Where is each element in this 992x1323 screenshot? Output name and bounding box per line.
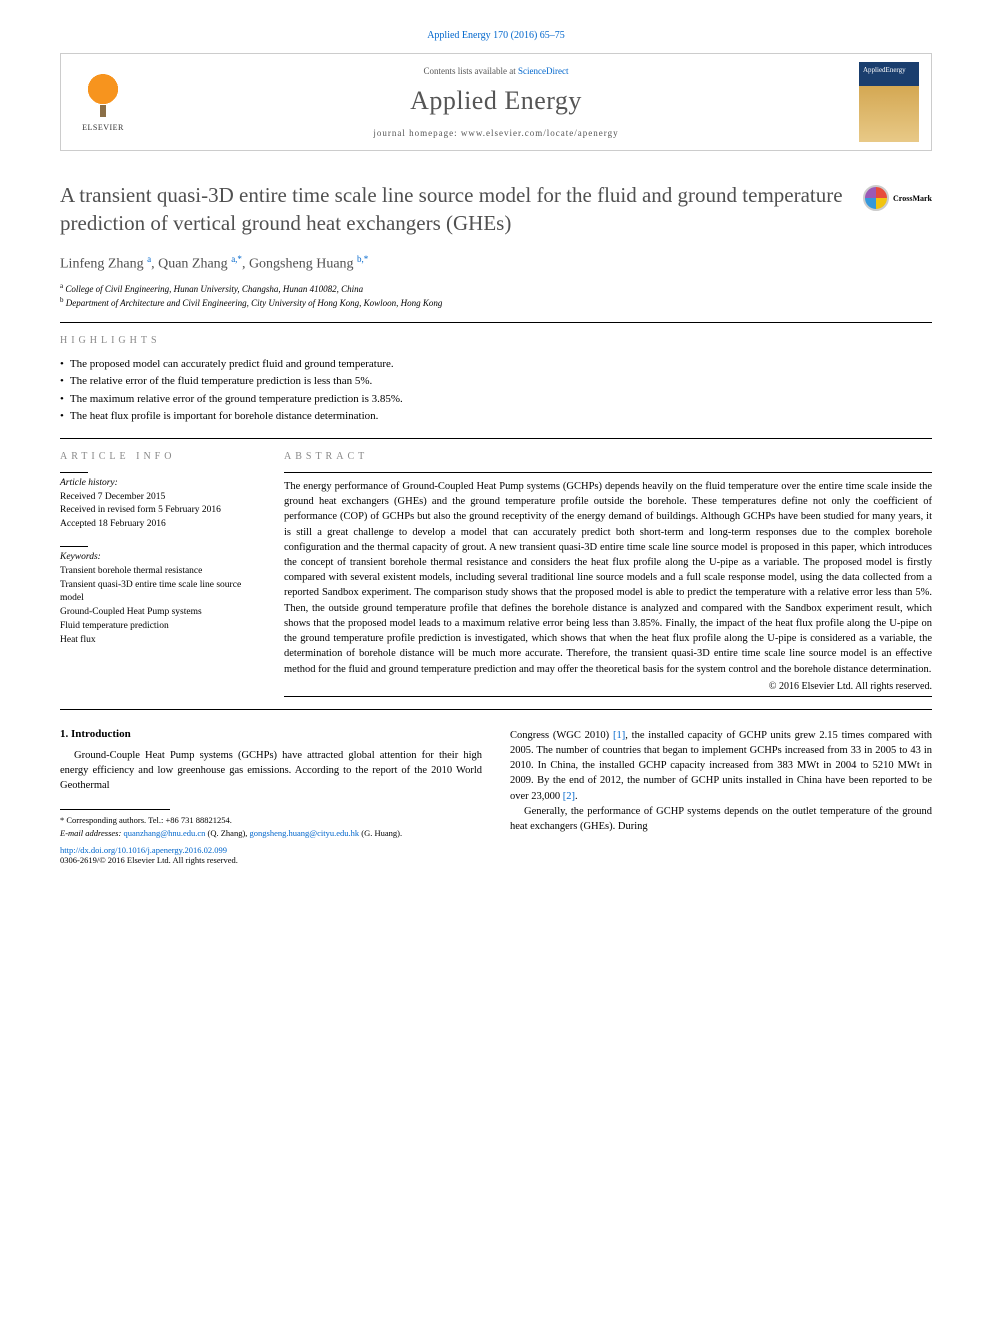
- received-date: Received 7 December 2015: [60, 491, 260, 505]
- elsevier-tree-icon: [80, 73, 126, 119]
- highlights-label: HIGHLIGHTS: [60, 335, 932, 346]
- affiliation-a: a College of Civil Engineering, Hunan Un…: [60, 282, 932, 296]
- keyword: Transient borehole thermal resistance: [60, 565, 260, 579]
- email-link[interactable]: quanzhang@hnu.edu.cn: [123, 828, 205, 838]
- accepted-date: Accepted 18 February 2016: [60, 518, 260, 532]
- crossmark-icon: [863, 185, 889, 211]
- right-column: Congress (WGC 2010) [1], the installed c…: [510, 728, 932, 865]
- article-title: A transient quasi-3D entire time scale l…: [60, 181, 863, 238]
- doi-block: http://dx.doi.org/10.1016/j.apenergy.201…: [60, 845, 482, 865]
- email-label: E-mail addresses:: [60, 828, 121, 838]
- title-row: A transient quasi-3D entire time scale l…: [60, 181, 932, 238]
- email-name: (G. Huang).: [361, 828, 402, 838]
- highlight-item: The relative error of the fluid temperat…: [60, 373, 932, 391]
- citation-link[interactable]: [2]: [563, 791, 575, 802]
- journal-center: Contents lists available at ScienceDirec…: [147, 66, 845, 138]
- highlight-item: The maximum relative error of the ground…: [60, 391, 932, 409]
- left-column: 1. Introduction Ground-Couple Heat Pump …: [60, 728, 482, 865]
- highlight-item: The proposed model can accurately predic…: [60, 356, 932, 374]
- sciencedirect-link[interactable]: ScienceDirect: [518, 66, 568, 76]
- contents-prefix: Contents lists available at: [424, 66, 516, 76]
- keyword: Fluid temperature prediction: [60, 620, 260, 634]
- intro-paragraph: Congress (WGC 2010) [1], the installed c…: [510, 728, 932, 804]
- crossmark-badge[interactable]: CrossMark: [863, 185, 932, 211]
- keyword: Ground-Coupled Heat Pump systems: [60, 606, 260, 620]
- divider: [60, 438, 932, 439]
- cover-title: AppliedEnergy: [863, 66, 906, 74]
- citation-link[interactable]: [1]: [613, 730, 625, 741]
- keyword: Heat flux: [60, 634, 260, 648]
- keywords-block: Keywords: Transient borehole thermal res…: [60, 546, 260, 647]
- issn-copyright: 0306-2619/© 2016 Elsevier Ltd. All right…: [60, 855, 482, 865]
- doi-link[interactable]: http://dx.doi.org/10.1016/j.apenergy.201…: [60, 845, 227, 855]
- abstract-text: The energy performance of Ground-Coupled…: [284, 479, 932, 677]
- body-columns: 1. Introduction Ground-Couple Heat Pump …: [60, 728, 932, 865]
- journal-homepage[interactable]: journal homepage: www.elsevier.com/locat…: [147, 128, 845, 138]
- abstract-copyright: © 2016 Elsevier Ltd. All rights reserved…: [284, 681, 932, 692]
- affiliation-b: b Department of Architecture and Civil E…: [60, 296, 932, 310]
- intro-paragraph: Generally, the performance of GCHP syste…: [510, 804, 932, 834]
- section-heading: 1. Introduction: [60, 728, 482, 740]
- journal-name: Applied Energy: [147, 86, 845, 116]
- elsevier-logo[interactable]: ELSEVIER: [73, 67, 133, 137]
- article-history: Article history: Received 7 December 201…: [60, 472, 260, 532]
- revised-date: Received in revised form 5 February 2016: [60, 504, 260, 518]
- highlights-list: The proposed model can accurately predic…: [60, 356, 932, 426]
- crossmark-label: CrossMark: [893, 194, 932, 203]
- article-info-label: ARTICLE INFO: [60, 451, 260, 462]
- abstract-label: ABSTRACT: [284, 451, 932, 462]
- keywords-label: Keywords:: [60, 551, 260, 565]
- footnote-divider: [60, 809, 170, 810]
- email-link[interactable]: gongsheng.huang@cityu.edu.hk: [250, 828, 360, 838]
- affiliations: a College of Civil Engineering, Hunan Un…: [60, 282, 932, 309]
- elsevier-label: ELSEVIER: [82, 123, 124, 132]
- divider: [60, 709, 932, 710]
- corresponding-author: * Corresponding authors. Tel.: +86 731 8…: [60, 814, 482, 826]
- keyword: Transient quasi-3D entire time scale lin…: [60, 579, 260, 607]
- email-line: E-mail addresses: quanzhang@hnu.edu.cn (…: [60, 827, 482, 839]
- abstract-column: ABSTRACT The energy performance of Groun…: [284, 451, 932, 697]
- contents-list-line: Contents lists available at ScienceDirec…: [147, 66, 845, 76]
- divider: [60, 322, 932, 323]
- journal-cover-thumb[interactable]: AppliedEnergy: [859, 62, 919, 142]
- highlight-item: The heat flux profile is important for b…: [60, 408, 932, 426]
- info-abstract-row: ARTICLE INFO Article history: Received 7…: [60, 451, 932, 697]
- article-info-column: ARTICLE INFO Article history: Received 7…: [60, 451, 260, 697]
- email-name: (Q. Zhang),: [208, 828, 248, 838]
- footnotes: * Corresponding authors. Tel.: +86 731 8…: [60, 814, 482, 839]
- history-label: Article history:: [60, 477, 260, 491]
- citation-header: Applied Energy 170 (2016) 65–75: [60, 30, 932, 41]
- intro-paragraph: Ground-Couple Heat Pump systems (GCHPs) …: [60, 748, 482, 794]
- journal-header-box: ELSEVIER Contents lists available at Sci…: [60, 53, 932, 151]
- author-list: Linfeng Zhang a, Quan Zhang a,*, Gongshe…: [60, 254, 932, 273]
